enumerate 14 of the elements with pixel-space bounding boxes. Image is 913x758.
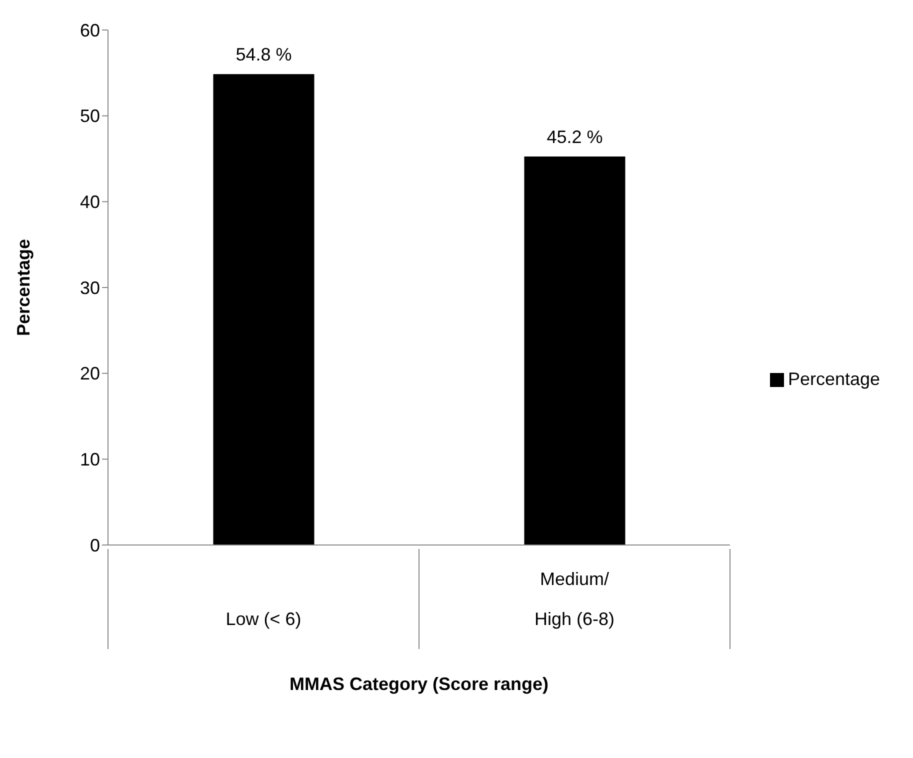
y-tick-label: 0 (90, 535, 100, 556)
y-tick-label: 60 (80, 20, 100, 40)
y-tick-label: 20 (80, 364, 100, 384)
y-axis-title: Percentage (13, 238, 34, 336)
y-tick-label: 10 (80, 450, 100, 470)
x-tick-label: Low (< 6) (226, 609, 302, 629)
legend-label: Percentage (788, 368, 880, 388)
y-tick-label: 40 (80, 192, 100, 212)
data-label: 45.2 % (546, 127, 603, 148)
data-label: 54.8 % (236, 44, 292, 65)
x-axis-title: MMAS Category (Score range) (289, 674, 549, 694)
y-tick-label: 30 (80, 278, 100, 298)
y-tick-label: 50 (80, 106, 100, 126)
x-tick-label: Medium/ High (6-8) (534, 569, 615, 629)
